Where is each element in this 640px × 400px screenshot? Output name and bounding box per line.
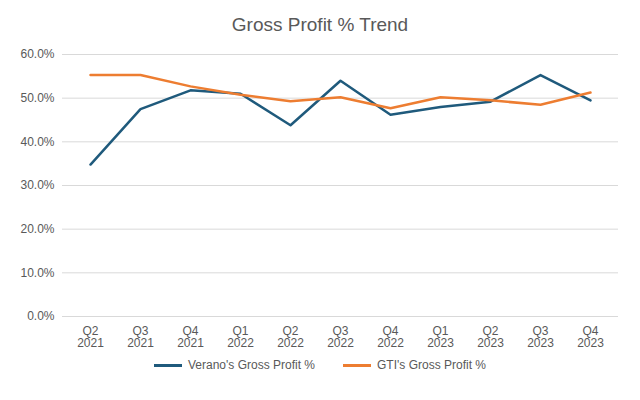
svg-text:30.0%: 30.0% — [20, 178, 54, 192]
svg-text:10.0%: 10.0% — [20, 266, 54, 280]
svg-text:40.0%: 40.0% — [20, 135, 54, 149]
html-text:Gross Profit % Trend: Gross Profit % Trend — [231, 14, 409, 35]
svg-text:Q32021: Q32021 — [127, 324, 154, 350]
html-text:Verano's Gross Profit %: Verano's Gross Profit % — [188, 358, 315, 372]
svg-text:20.0%: 20.0% — [20, 222, 54, 236]
svg-text:Q42023: Q42023 — [577, 324, 604, 350]
html-text:GTI's Gross Profit %: GTI's Gross Profit % — [377, 358, 486, 372]
svg-text:Q22021: Q22021 — [77, 324, 104, 350]
svg-text:Q22023: Q22023 — [477, 324, 504, 350]
svg-text:Q42021: Q42021 — [177, 324, 204, 350]
svg-text:Q12023: Q12023 — [427, 324, 454, 350]
svg-text:Q12022: Q12022 — [227, 324, 254, 350]
svg-text:Q22022: Q22022 — [277, 324, 304, 350]
svg-text:0.0%: 0.0% — [27, 309, 55, 323]
svg-text:60.0%: 60.0% — [20, 47, 54, 61]
svg-text:50.0%: 50.0% — [20, 91, 54, 105]
svg-text:Q32023: Q32023 — [527, 324, 554, 350]
svg-text:Q42022: Q42022 — [377, 324, 404, 350]
svg-text:Q32022: Q32022 — [327, 324, 354, 350]
